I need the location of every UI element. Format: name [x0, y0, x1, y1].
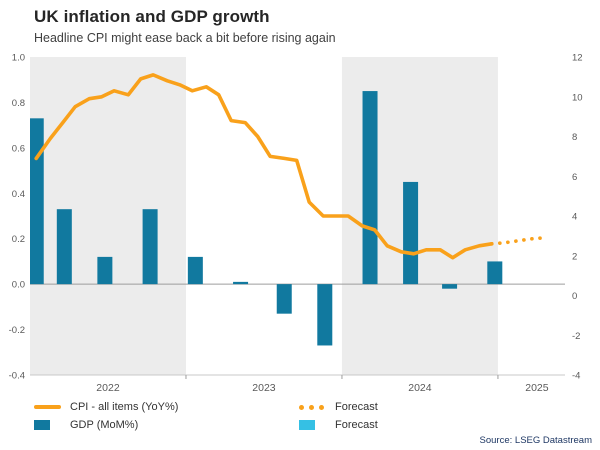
gdp-bar — [233, 281, 249, 285]
legend-item-cpi-forecast: Forecast — [299, 401, 564, 413]
gdp-bar-swatch — [34, 420, 50, 430]
svg-text:0: 0 — [572, 291, 577, 302]
cpi-forecast-line — [489, 236, 545, 246]
svg-text:2023: 2023 — [252, 382, 276, 394]
chart-subtitle: Headline CPI might ease back a bit befor… — [34, 31, 336, 45]
cpi-forecast-dots-swatch — [299, 404, 324, 410]
gdp-bar — [442, 284, 458, 289]
legend-cpi-forecast-label: Forecast — [335, 401, 378, 413]
svg-text:2: 2 — [572, 251, 577, 262]
svg-text:2022: 2022 — [96, 382, 120, 394]
legend-gdp-forecast-label: Forecast — [335, 419, 378, 431]
svg-text:1.0: 1.0 — [12, 53, 25, 64]
svg-text:-2: -2 — [572, 331, 580, 342]
svg-text:12: 12 — [572, 53, 583, 64]
svg-text:-0.4: -0.4 — [9, 371, 25, 382]
gdp-bar — [142, 209, 158, 285]
svg-text:0.2: 0.2 — [12, 234, 25, 245]
gdp-bar — [56, 209, 72, 285]
svg-text:0.8: 0.8 — [12, 98, 25, 109]
gdp-bars — [30, 91, 503, 346]
legend-row-line: CPI - all items (YoY%) Forecast — [34, 398, 574, 416]
legend-gdp-label: GDP (MoM%) — [70, 419, 139, 431]
source-attribution: Source: LSEG Datastream — [479, 435, 592, 446]
forecast-dot-icon — [299, 404, 304, 410]
year-labels: 2022 2023 2024 2025 — [96, 382, 548, 394]
chart-legend: CPI - all items (YoY%) Forecast GDP (MoM… — [34, 398, 574, 434]
right-axis-labels: 12 10 8 6 4 2 0 -2 -4 — [572, 53, 583, 382]
legend-item-gdp-forecast: Forecast — [299, 419, 564, 431]
svg-text:6: 6 — [572, 172, 577, 183]
gdp-bar — [30, 118, 44, 285]
gdp-bar — [362, 91, 378, 285]
gdp-bar — [97, 256, 113, 285]
svg-text:2025: 2025 — [525, 382, 549, 394]
left-axis-labels: 1.0 0.8 0.6 0.4 0.2 0.0 -0.2 -0.4 — [9, 53, 25, 382]
legend-item-gdp: GDP (MoM%) — [34, 419, 299, 431]
gdp-bar — [317, 284, 333, 346]
gdp-bar — [487, 261, 503, 285]
legend-row-bars: GDP (MoM%) Forecast — [34, 416, 574, 434]
svg-text:2024: 2024 — [408, 382, 432, 394]
svg-text:8: 8 — [572, 132, 577, 143]
gdp-bar — [187, 256, 203, 285]
svg-text:4: 4 — [572, 212, 577, 223]
chart-title: UK inflation and GDP growth — [34, 7, 270, 26]
cpi-line — [34, 73, 494, 260]
cpi-line-swatch — [34, 405, 61, 409]
svg-text:-0.2: -0.2 — [9, 325, 25, 336]
svg-text:-4: -4 — [572, 371, 580, 382]
legend-cpi-label: CPI - all items (YoY%) — [70, 401, 179, 413]
svg-text:0.4: 0.4 — [12, 189, 25, 200]
x-axis-ticks — [185, 375, 499, 379]
gdp-bar — [403, 181, 419, 285]
legend-item-cpi: CPI - all items (YoY%) — [34, 401, 299, 413]
svg-text:0.0: 0.0 — [12, 280, 25, 291]
gdp-forecast-swatch — [299, 420, 315, 430]
svg-text:10: 10 — [572, 92, 583, 103]
forecast-dot-icon — [319, 404, 324, 410]
svg-text:0.6: 0.6 — [12, 143, 25, 154]
year-bands — [30, 57, 498, 375]
forecast-dot-icon — [309, 404, 314, 410]
gdp-bar — [276, 284, 292, 314]
